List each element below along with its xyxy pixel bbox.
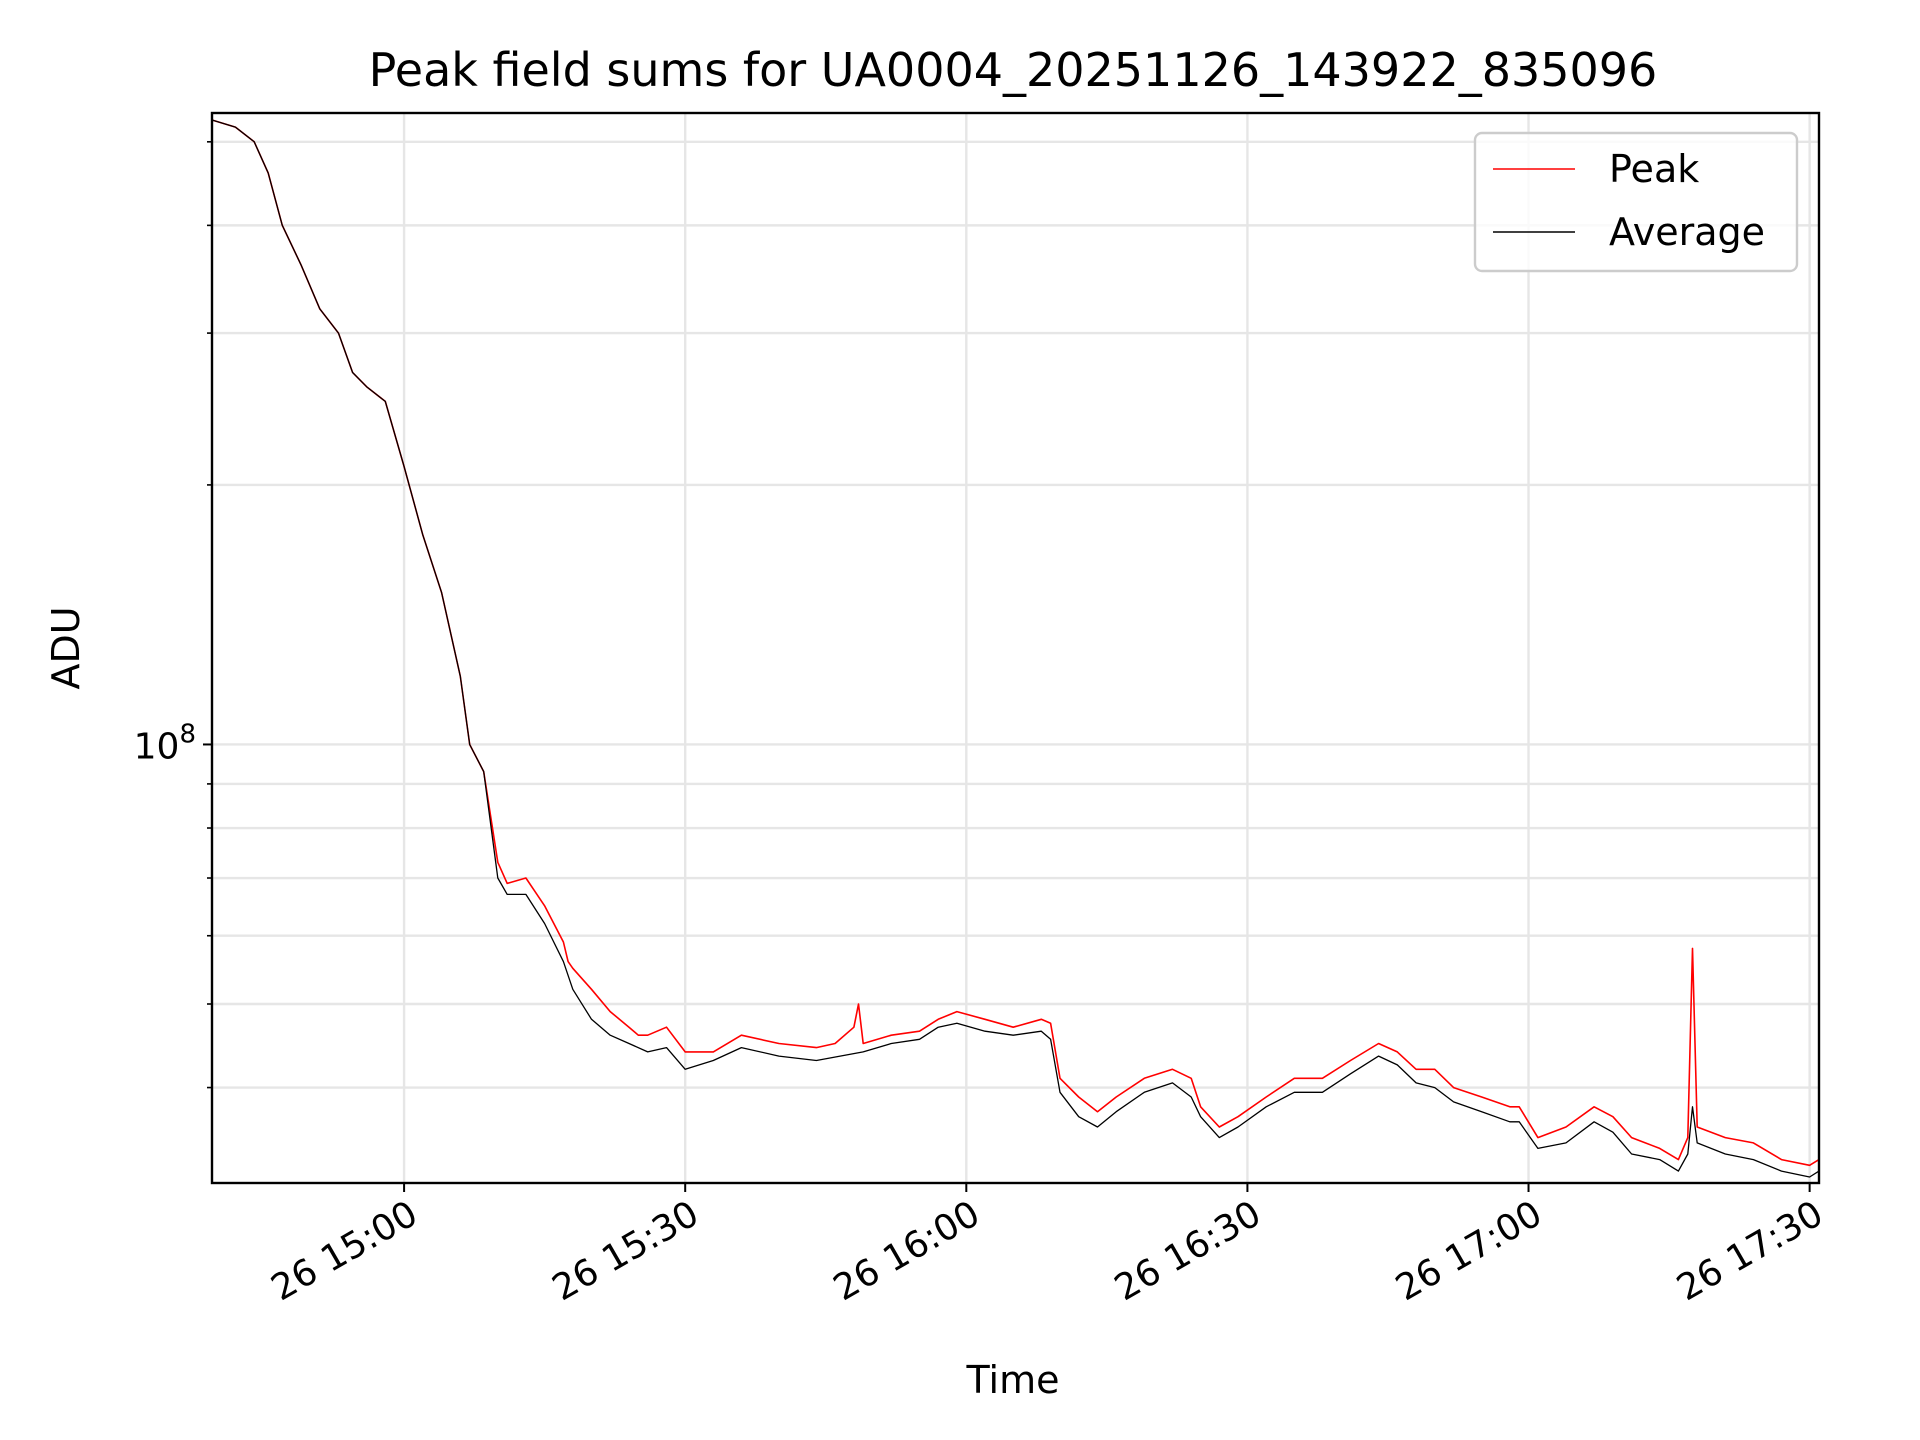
legend: Peak Average	[1473, 131, 1799, 273]
legend-label-peak: Peak	[1609, 147, 1699, 191]
series-lines	[211, 119, 1820, 1178]
y-tick-label: 108	[134, 719, 196, 767]
y-axis: 108	[134, 141, 212, 1089]
y-tick-label-base: 10	[134, 726, 180, 767]
y-axis-title: ADU	[44, 606, 88, 689]
legend-box	[1473, 131, 1799, 273]
series-line-average	[211, 119, 1820, 1178]
chart-title: Peak field sums for UA0004_20251126_1439…	[369, 43, 1658, 97]
y-tick-label-exponent: 8	[179, 719, 196, 749]
legend-label-average: Average	[1609, 210, 1765, 254]
plot-frame	[210, 111, 1821, 1185]
x-axis-title: Time	[966, 1358, 1060, 1402]
